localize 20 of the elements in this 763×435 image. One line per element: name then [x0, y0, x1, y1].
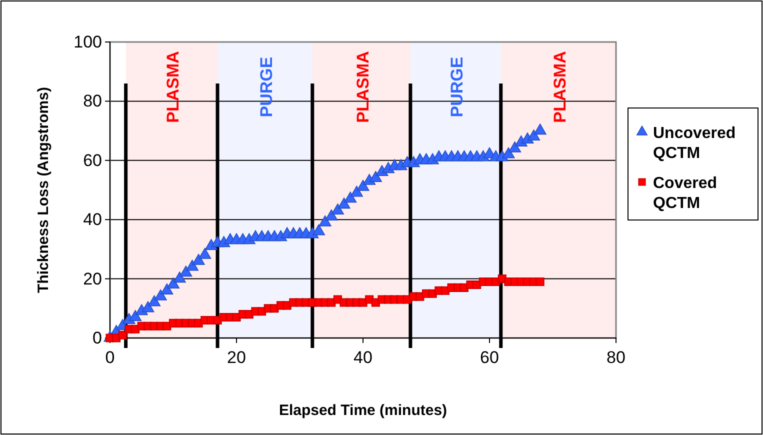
band-label: PURGE	[448, 56, 467, 118]
y-tick-label: 20	[83, 269, 102, 288]
band-label: PLASMA	[353, 51, 372, 123]
x-tick-label: 60	[480, 348, 499, 367]
x-tick-label: 40	[354, 348, 372, 367]
y-tick-label: 0	[92, 328, 102, 348]
y-tick-label: 100	[74, 32, 102, 52]
band-label: PLASMA	[164, 51, 183, 123]
x-tick-label: 20	[227, 348, 246, 367]
x-axis-title: Elapsed Time (minutes)	[278, 402, 448, 419]
legend-label: Uncovered QCTM	[653, 125, 736, 162]
band-label: PLASMA	[550, 51, 570, 123]
y-tick-label: 60	[83, 150, 102, 170]
legend-label: Covered QCTM	[653, 175, 718, 212]
x-tick-label: 80	[606, 348, 626, 367]
y-tick-label: 40	[83, 210, 102, 230]
band-label: PURGE	[256, 56, 276, 118]
y-tick-label: 80	[83, 92, 102, 111]
x-tick-label: 0	[105, 348, 115, 367]
y-axis-title: Thickness Loss (Angstroms)	[35, 87, 52, 293]
